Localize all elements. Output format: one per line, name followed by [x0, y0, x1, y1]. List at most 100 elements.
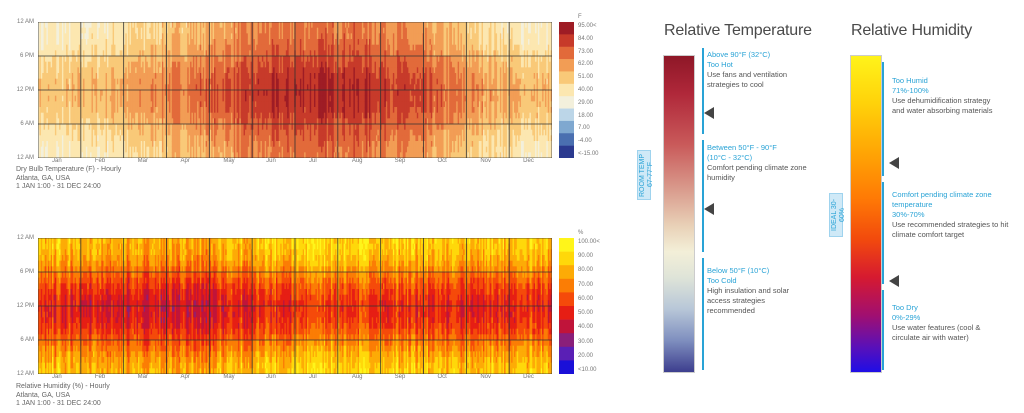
heatmap-cell [280, 50, 283, 57]
heatmap-cell [156, 84, 159, 91]
heatmap-cell [222, 124, 225, 131]
heatmap-cell [121, 73, 123, 80]
heatmap-cell [326, 61, 329, 68]
heatmap-cell [183, 50, 185, 57]
heatmap-cell [59, 118, 61, 125]
heatmap-cell [168, 101, 171, 108]
heatmap-cell [42, 84, 45, 91]
heatmap-cell [166, 27, 168, 34]
heatmap-cell [202, 146, 205, 153]
heatmap-cell [67, 101, 70, 108]
heatmap-cell [140, 27, 143, 34]
heatmap-cell [209, 22, 212, 29]
heatmap-cell [156, 27, 159, 34]
heatmap-cell [304, 33, 306, 40]
heatmap-cell [311, 73, 313, 80]
heatmap-cell [191, 44, 194, 51]
heatmap-cell [54, 152, 57, 158]
heatmap-cell [204, 101, 206, 108]
heatmap-cell [66, 118, 68, 125]
heatmap-cell [139, 141, 142, 148]
heatmap-cell [270, 129, 273, 136]
heatmap-cell [277, 101, 280, 108]
heatmap-cell [287, 135, 290, 142]
heatmap-cell [283, 56, 285, 63]
heatmap-cell [97, 95, 99, 102]
heatmap-cell [218, 152, 221, 158]
heatmap-cell [314, 27, 316, 34]
heatmap-cell [323, 61, 326, 68]
heatmap-cell [60, 78, 63, 85]
heatmap-cell [57, 33, 60, 40]
heatmap-cell [291, 33, 294, 40]
heatmap-cell [129, 84, 132, 91]
heatmap-cell [209, 112, 212, 119]
heatmap-cell [66, 67, 68, 74]
heatmap-cell [192, 84, 195, 91]
heatmap-cell [250, 135, 253, 142]
heatmap-cell [83, 107, 85, 114]
heatmap-cell [135, 107, 137, 114]
heatmap-cell [209, 152, 212, 158]
heatmap-cell [66, 44, 68, 51]
heatmap-cell [63, 56, 66, 63]
heatmap-cell [178, 27, 181, 34]
heatmap-cell [71, 135, 74, 142]
heatmap-cell [173, 67, 175, 74]
heatmap-cell [116, 95, 119, 102]
heatmap-cell [146, 61, 149, 68]
heatmap-cell [222, 73, 225, 80]
heatmap-cell [67, 107, 70, 114]
heatmap-cell [185, 50, 188, 57]
heatmap-cell [222, 44, 225, 51]
heatmap-cell [115, 61, 118, 68]
heatmap-cell [167, 84, 170, 91]
heatmap-cell [73, 129, 76, 136]
heatmap-cell [319, 135, 322, 142]
heatmap-cell [242, 84, 244, 91]
heatmap-cell [197, 56, 199, 63]
heatmap-cell [316, 22, 319, 29]
heatmap-cell [60, 67, 63, 74]
heatmap-cell [261, 135, 264, 142]
heatmap-cell [59, 112, 61, 119]
heatmap-cell [173, 22, 175, 29]
heatmap-cell [140, 146, 143, 153]
heatmap-cell [139, 73, 142, 80]
heatmap-cell [297, 33, 299, 40]
heatmap-cell [323, 22, 326, 29]
heatmap-cell [183, 107, 185, 114]
heatmap-cell [50, 118, 53, 125]
heatmap-cell [66, 61, 68, 68]
heatmap-cell [181, 84, 184, 91]
heatmap-cell [202, 84, 205, 91]
heatmap-cell [97, 39, 99, 46]
heatmap-cell [166, 124, 168, 131]
heatmap-cell [261, 50, 264, 57]
heatmap-cell [240, 27, 243, 34]
heatmap-cell [183, 141, 185, 148]
heatmap-cell [50, 107, 53, 114]
heatmap-cell [61, 107, 64, 114]
heatmap-cell [311, 152, 313, 158]
heatmap-cell [263, 22, 266, 29]
heatmap-cell [142, 95, 145, 102]
heatmap-cell [326, 67, 329, 74]
heatmap-cell [328, 67, 330, 74]
heatmap-cell [54, 135, 57, 142]
heatmap-cell [235, 95, 237, 102]
heatmap-cell [202, 67, 205, 74]
heatmap-cell [185, 107, 188, 114]
heatmap-cell [74, 84, 77, 91]
heatmap-cell [311, 56, 313, 63]
heatmap-cell [229, 84, 232, 91]
heatmap-cell [88, 124, 91, 131]
heatmap-cell [85, 67, 88, 74]
heatmap-cell [104, 152, 106, 158]
heatmap-cell [99, 27, 102, 34]
heatmap-cell [149, 67, 152, 74]
heatmap-cell [326, 78, 329, 85]
heatmap-cell [292, 107, 295, 114]
heatmap-cell [187, 84, 190, 91]
heatmap-cell [184, 95, 187, 102]
